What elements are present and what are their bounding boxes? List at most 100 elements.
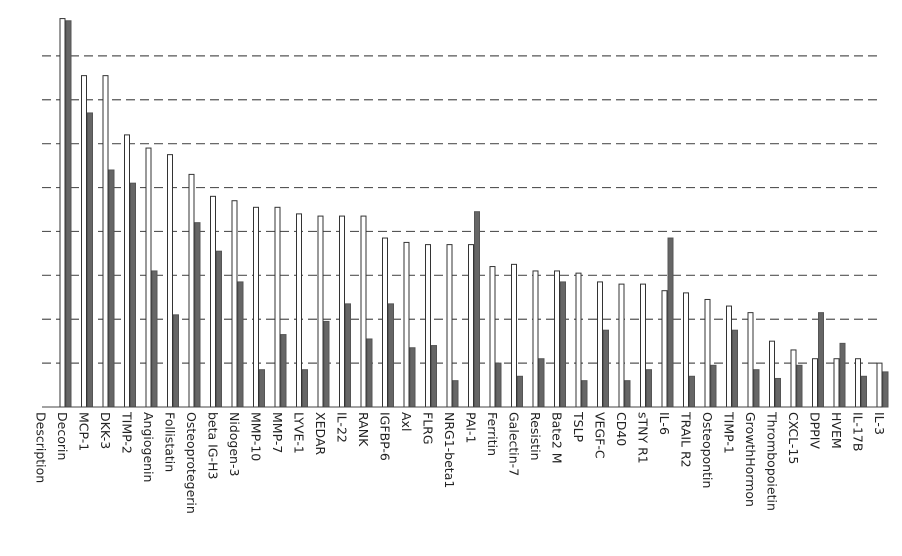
bar-series-1 <box>188 173 195 408</box>
bar-series-2 <box>345 303 351 408</box>
bar-series-2 <box>796 364 803 408</box>
bar-series-1 <box>833 358 840 408</box>
bar-series-2 <box>775 377 781 408</box>
bar-series-1 <box>640 283 646 408</box>
bar-series-2 <box>646 369 652 408</box>
x-tick-label: DPPIV <box>808 412 823 449</box>
x-tick-label: GrowthHormon <box>743 412 758 507</box>
x-tick-label: Decorin <box>55 412 70 460</box>
x-tick-label: TIMP-1 <box>722 411 737 454</box>
x-tick-label: Follistatin <box>163 412 178 472</box>
x-tick-label: NRG1-beta1 <box>442 412 457 488</box>
bar-series-1 <box>726 305 732 408</box>
bar-series-2 <box>474 211 480 408</box>
bar-series-1 <box>102 75 109 408</box>
bar-series-2 <box>65 20 72 408</box>
x-tick-label: Axl <box>399 412 414 431</box>
x-tick-label: IL-6 <box>657 412 672 435</box>
x-tick-label: Resistin <box>528 412 543 461</box>
bar-series-2 <box>624 380 631 408</box>
x-tick-label: IL-22 <box>335 412 350 443</box>
bar-series-1 <box>575 272 582 408</box>
x-tick-label: Nidogen-3 <box>227 412 242 476</box>
bar-series-2 <box>130 182 136 408</box>
bar-series-1 <box>81 75 87 408</box>
bar-series-2 <box>517 375 523 408</box>
bar-series-2 <box>732 329 738 408</box>
bar-series-1 <box>790 349 797 408</box>
bar-series-1 <box>468 244 474 408</box>
bar-series-2 <box>710 364 717 408</box>
bar-series-1 <box>231 200 238 408</box>
x-tick-label: sTNY R1 <box>636 412 651 464</box>
bar-series-2 <box>495 362 502 408</box>
bar-series-2 <box>882 371 889 408</box>
bar-series-1 <box>554 270 560 408</box>
bars <box>59 18 889 408</box>
bar-series-2 <box>194 222 201 408</box>
bar-series-2 <box>216 250 222 408</box>
bar-series-1 <box>59 18 66 408</box>
x-tick-label: IL-17B <box>851 412 866 451</box>
x-tick-label: Galectin-7 <box>507 412 522 476</box>
x-tick-label: VEGF-C <box>593 412 608 459</box>
x-tick-label: CD40 <box>614 412 629 446</box>
x-tick-label: Osteopontin <box>700 412 715 488</box>
bar-series-2 <box>259 369 265 408</box>
bar-series-2 <box>839 342 846 408</box>
bar-series-2 <box>280 334 287 408</box>
x-tick-label: PAI-1 <box>464 412 479 443</box>
x-tick-label: IGFBP-6 <box>378 412 393 461</box>
bar-series-1 <box>382 237 388 408</box>
bar-series-2 <box>409 347 416 408</box>
bar-series-1 <box>683 292 689 408</box>
x-tick-label: Ferritin <box>485 412 500 456</box>
x-tick-label: Angiogenin <box>141 412 156 482</box>
bar-series-1 <box>296 213 302 408</box>
bar-series-1 <box>661 290 668 408</box>
x-tick-label: TRAIL R2 <box>679 411 694 468</box>
bar-series-2 <box>861 375 867 408</box>
x-tick-label: FLRG <box>421 412 436 445</box>
bar-series-2 <box>603 329 609 408</box>
bar-series-1 <box>403 241 410 408</box>
bar-series-2 <box>538 358 545 408</box>
bar-series-1 <box>511 263 517 408</box>
bar-series-2 <box>302 369 308 408</box>
bar-series-2 <box>173 314 179 408</box>
bar-series-1 <box>812 358 818 408</box>
bar-series-1 <box>704 298 711 408</box>
x-tick-label: MCP-1 <box>77 412 92 451</box>
bar-series-2 <box>366 338 373 408</box>
x-tick-label: DKK-3 <box>98 412 113 449</box>
bar-series-2 <box>452 380 459 408</box>
category-tick-labels: Description Decorin MCP-1 DKK-3 TIMP-2 Angiog… <box>34 411 888 514</box>
bar-series-1 <box>253 206 259 408</box>
x-tick-label: Bate2 M <box>550 412 565 464</box>
bar-series-1 <box>855 358 861 408</box>
x-tick-label: Description <box>34 412 49 483</box>
bar-series-2 <box>560 281 566 408</box>
bar-series-1 <box>618 283 625 408</box>
x-tick-label: HVEM <box>829 412 844 449</box>
bar-series-2 <box>667 237 674 408</box>
bar-series-2 <box>87 112 93 408</box>
x-tick-label: LYVE-1 <box>292 412 307 454</box>
bar-series-1 <box>446 244 453 408</box>
bar-series-1 <box>532 270 539 408</box>
bar-series-1 <box>339 215 345 408</box>
bar-series-2 <box>581 380 588 408</box>
x-tick-label: IL-3 <box>872 412 887 435</box>
bar-series-1 <box>274 206 281 408</box>
bar-series-1 <box>145 147 152 408</box>
bar-series-2 <box>237 281 244 408</box>
bar-series-2 <box>818 312 824 408</box>
x-tick-label: beta IG-H3 <box>206 412 221 479</box>
bar-series-1 <box>210 195 216 408</box>
x-tick-label: XEDAR <box>313 412 328 455</box>
x-tick-label: MMP-10 <box>249 412 264 461</box>
bar-series-1 <box>489 266 496 408</box>
bar-series-2 <box>323 320 330 408</box>
bar-series-1 <box>769 340 775 408</box>
